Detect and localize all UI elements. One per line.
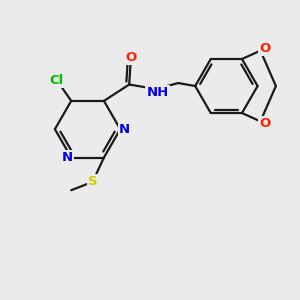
Text: S: S [88,176,98,188]
Text: O: O [259,117,270,130]
Text: NH: NH [146,86,169,99]
Text: N: N [118,123,130,136]
Text: Cl: Cl [49,74,64,87]
Text: O: O [125,51,136,64]
Text: N: N [62,151,73,164]
Text: O: O [259,42,270,56]
